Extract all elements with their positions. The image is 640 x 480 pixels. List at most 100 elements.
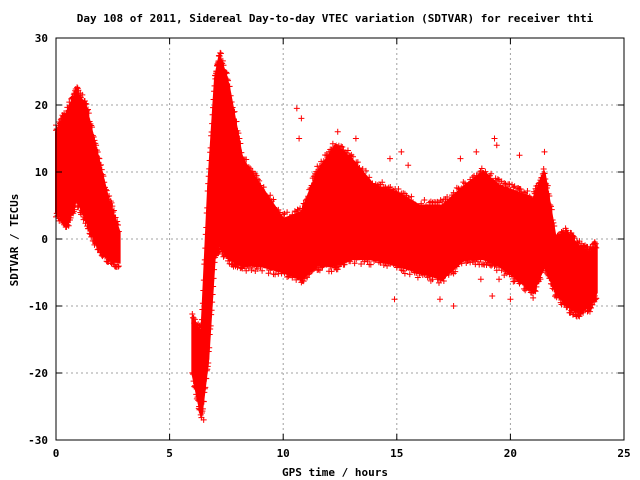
data-point — [299, 205, 306, 212]
data-point — [114, 259, 121, 266]
data-point — [359, 255, 366, 262]
data-point — [548, 206, 555, 213]
data-point — [395, 185, 402, 192]
data-point — [324, 152, 331, 159]
data-point — [190, 378, 197, 385]
data-point — [235, 130, 242, 137]
data-band — [516, 190, 535, 295]
data-point — [510, 184, 517, 191]
data-point — [209, 291, 216, 298]
data-point — [316, 267, 323, 274]
data-point — [426, 273, 433, 280]
data-point — [71, 206, 78, 213]
outlier-point — [293, 105, 300, 112]
chart-title: Day 108 of 2011, Sidereal Day-to-day VTE… — [77, 12, 594, 25]
data-point — [195, 397, 202, 404]
data-point — [199, 405, 206, 412]
data-point — [474, 173, 481, 180]
data-point — [189, 371, 196, 378]
data-point — [272, 271, 279, 278]
data-point — [74, 84, 81, 91]
data-band — [418, 204, 444, 281]
data-point — [200, 287, 207, 294]
data-point — [356, 254, 363, 261]
data-point — [349, 253, 356, 260]
data-point — [507, 186, 514, 193]
data-point — [238, 149, 245, 156]
data-point — [101, 179, 108, 186]
data-point — [362, 167, 369, 174]
data-point — [366, 174, 373, 181]
data-point — [503, 184, 510, 191]
data-point — [472, 176, 479, 183]
data-point — [401, 270, 408, 277]
data-point — [110, 207, 117, 214]
data-point — [64, 104, 71, 111]
data-point — [505, 268, 512, 275]
data-point — [533, 283, 540, 290]
data-point — [83, 101, 90, 108]
data-point — [227, 255, 234, 262]
data-point — [540, 165, 547, 172]
data-point — [65, 108, 72, 115]
data-point — [198, 316, 205, 323]
data-band — [334, 143, 353, 268]
data-point — [203, 375, 210, 382]
data-point — [247, 165, 254, 172]
data-point — [541, 170, 548, 177]
data-point — [517, 186, 524, 193]
data-point — [57, 116, 64, 123]
data-point — [228, 98, 235, 105]
data-point — [85, 225, 92, 232]
y-tick-label: -20 — [28, 367, 48, 380]
data-point — [66, 103, 73, 110]
data-point — [468, 254, 475, 261]
data-point — [341, 261, 348, 268]
outlier-point — [436, 296, 443, 303]
data-point — [108, 199, 115, 206]
data-layer — [53, 49, 600, 423]
outlier-point — [398, 148, 405, 155]
data-point — [57, 120, 64, 127]
data-point — [369, 180, 376, 187]
data-point — [205, 180, 212, 187]
y-tick-label: 10 — [35, 166, 48, 179]
data-point — [85, 110, 92, 117]
data-point — [444, 194, 451, 201]
data-point — [66, 99, 73, 106]
outlier-point — [334, 128, 341, 135]
data-point — [393, 189, 400, 196]
x-tick-label: 25 — [617, 447, 630, 460]
data-point — [229, 104, 236, 111]
data-point — [293, 276, 300, 283]
data-point — [535, 180, 542, 187]
data-point — [224, 76, 231, 83]
data-point — [202, 384, 209, 391]
outlier-point — [298, 115, 305, 122]
outlier-point — [541, 148, 548, 155]
data-point — [452, 191, 459, 198]
data-point — [298, 210, 305, 217]
data-point — [115, 228, 122, 235]
data-point — [490, 258, 497, 265]
data-point — [209, 299, 216, 306]
data-point — [237, 140, 244, 147]
outlier-point — [580, 309, 587, 316]
outlier-point — [232, 249, 239, 256]
outlier-point — [296, 135, 303, 142]
data-point — [552, 237, 559, 244]
data-point — [223, 70, 230, 77]
data-point — [320, 158, 327, 165]
outlier-point — [196, 403, 203, 410]
data-point — [84, 106, 91, 113]
data-point — [339, 144, 346, 151]
outlier-point — [507, 296, 514, 303]
data-point — [429, 276, 436, 283]
data-point — [243, 156, 250, 163]
data-point — [498, 267, 505, 274]
data-point — [478, 165, 485, 172]
data-point — [424, 204, 431, 211]
data-point — [267, 192, 274, 199]
data-point — [351, 260, 358, 267]
data-point — [253, 172, 260, 179]
